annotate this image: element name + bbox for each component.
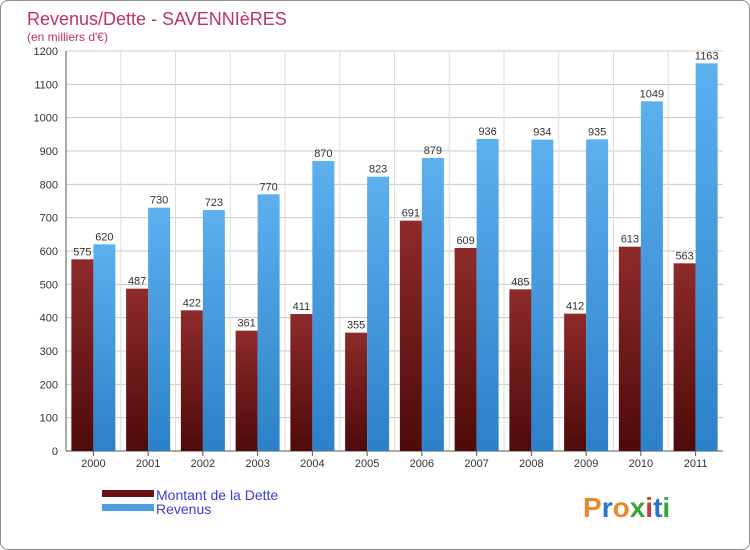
grid (65, 50, 723, 452)
bar-revenue (257, 194, 280, 452)
bar-revenue (695, 63, 718, 451)
bar-revenue (202, 210, 225, 451)
y-tick-label: 400 (40, 313, 58, 325)
bar-debt (180, 310, 203, 451)
bar-revenue (586, 139, 609, 452)
x-tick-label: 2006 (410, 458, 434, 470)
value-label-revenue: 936 (478, 126, 496, 138)
bar-debt (673, 263, 696, 451)
chart-title: Revenus/Dette - SAVENNIèRES (27, 9, 287, 29)
chart-subtitle: (en milliers d'€) (27, 30, 108, 44)
bars (71, 63, 718, 452)
value-label-revenue: 1049 (640, 88, 664, 100)
logo-letter: t (653, 492, 662, 523)
bar-debt (290, 314, 313, 451)
bar-debt (618, 246, 641, 451)
value-label-debt: 355 (347, 320, 365, 332)
y-tick-label: 200 (40, 379, 58, 391)
y-tick-label: 0 (52, 446, 58, 458)
logo-letter: x (630, 492, 646, 523)
x-tick-label: 2009 (574, 458, 598, 470)
bar-revenue (148, 207, 171, 451)
x-tick-label: 2010 (629, 458, 653, 470)
x-tick-label: 2001 (136, 458, 160, 470)
legend-label-debt: Montant de la Dette (156, 487, 278, 503)
x-tick-label: 2007 (464, 458, 488, 470)
bar-debt (564, 313, 587, 451)
value-label-debt: 487 (128, 276, 146, 288)
x-tick-label: 2008 (519, 458, 543, 470)
y-tick-label: 600 (40, 246, 58, 258)
bar-debt (454, 248, 477, 451)
value-label-revenue: 770 (259, 181, 277, 193)
value-label-revenue: 723 (205, 197, 223, 209)
value-label-debt: 563 (675, 250, 693, 262)
axes: 0 100 200 300 400 500 600 700 800 900 1000 1100 1200… (34, 46, 723, 470)
value-label-revenue: 1163 (695, 50, 719, 62)
bar-debt (71, 259, 94, 451)
value-label-debt: 691 (402, 208, 420, 220)
x-tick-label: 2000 (81, 458, 105, 470)
bar-revenue (367, 176, 390, 451)
bar-debt (235, 330, 258, 451)
value-label-debt: 575 (73, 246, 91, 258)
logo-letter: o (613, 492, 630, 523)
bar-revenue (476, 139, 499, 451)
legend-label-revenue: Revenus (156, 501, 211, 517)
value-label-revenue: 823 (369, 164, 387, 176)
logo-letter: r (602, 492, 613, 523)
y-tick-label: 100 (40, 413, 58, 425)
bar-debt (399, 220, 422, 451)
bar-revenue (531, 139, 554, 451)
logo-letter: i (645, 492, 653, 523)
x-tick-label: 2005 (355, 458, 379, 470)
bar-revenue (421, 158, 444, 451)
value-label-debt: 411 (293, 301, 311, 313)
legend-swatch-debt (102, 490, 154, 497)
bar-debt (126, 288, 149, 451)
y-tick-label: 900 (40, 146, 58, 158)
y-tick-label: 300 (40, 346, 58, 358)
value-label-debt: 422 (183, 297, 201, 309)
bar-revenue (93, 244, 116, 451)
value-label-debt: 485 (511, 276, 529, 288)
x-tick-label: 2003 (245, 458, 269, 470)
value-label-revenue: 934 (533, 127, 551, 139)
logo-letter: P (583, 492, 602, 523)
y-tick-label: 700 (40, 213, 58, 225)
legend-swatch-revenue (102, 504, 154, 511)
x-tick-label: 2002 (191, 458, 215, 470)
proxiti-logo: Proxiti (583, 492, 670, 523)
bar-debt (345, 332, 368, 451)
bar-revenue (640, 101, 663, 451)
x-tick-label: 2004 (300, 458, 324, 470)
y-tick-label: 1100 (34, 79, 58, 91)
bar-revenue (312, 161, 335, 451)
value-label-revenue: 870 (314, 148, 332, 160)
legend: Montant de la Dette Revenus (102, 487, 278, 517)
logo-letter: i (662, 492, 670, 523)
value-label-debt: 609 (456, 235, 474, 247)
value-label-revenue: 879 (424, 145, 442, 157)
y-tick-label: 1000 (34, 113, 58, 125)
value-labels: 575 620 487 730 422 723 361 770 411 870 355 823 691 8… (73, 50, 718, 331)
value-label-revenue: 935 (588, 126, 606, 138)
value-label-revenue: 620 (95, 231, 113, 243)
x-tick-label: 2011 (684, 458, 708, 470)
value-label-debt: 412 (566, 301, 584, 313)
y-tick-label: 1200 (34, 46, 58, 58)
value-label-revenue: 730 (150, 195, 168, 207)
value-label-debt: 613 (621, 234, 639, 246)
y-tick-label: 500 (40, 279, 58, 291)
bar-debt (509, 289, 532, 451)
y-tick-label: 800 (40, 179, 58, 191)
value-label-debt: 361 (237, 318, 255, 330)
